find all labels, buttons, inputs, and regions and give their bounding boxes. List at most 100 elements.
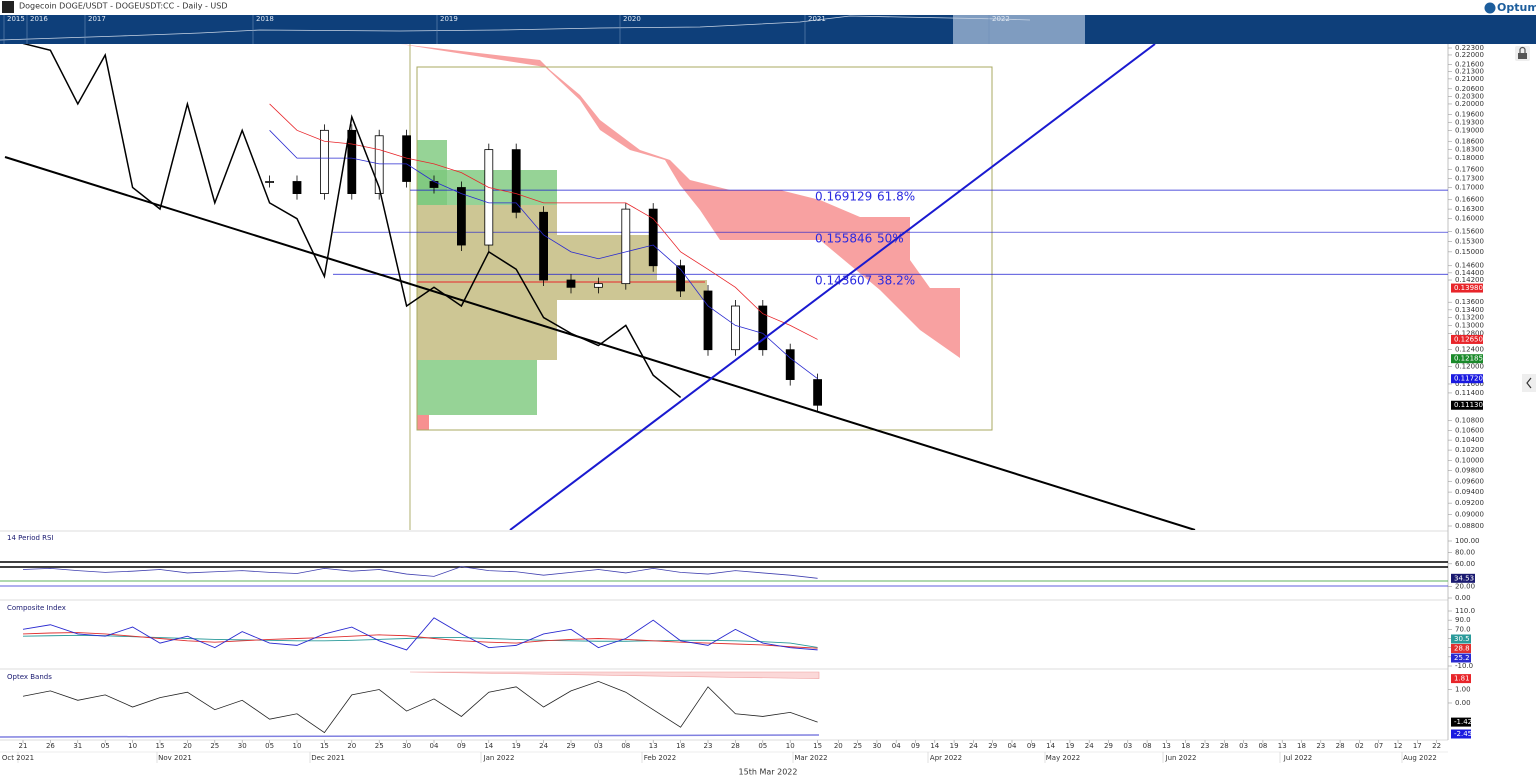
x-tick-label: 18 (1297, 742, 1306, 750)
navigator[interactable]: 2015 2016 2017 2018 2019 2020 2021 2022 (0, 15, 1536, 44)
x-tick-label: 07 (1374, 742, 1383, 750)
x-tick-label: 20 (347, 742, 356, 750)
price-tag-label: 0.13980 (1454, 284, 1483, 292)
candle (731, 305, 740, 351)
y-tick-label: 20.00 (1455, 583, 1475, 591)
candle (566, 279, 576, 288)
y-tick-label: 0.13200 (1455, 314, 1484, 322)
y-tick-label: 0.11600 (1455, 380, 1484, 388)
x-tick-label: 13 (1278, 742, 1287, 750)
x-tick-label: 23 (704, 742, 713, 750)
x-tick-label: 17 (1413, 742, 1422, 750)
x-tick-label: 28 (731, 742, 740, 750)
range-box (416, 66, 993, 431)
lock-icon[interactable] (1515, 46, 1530, 61)
x-tick-label: 23 (1201, 742, 1210, 750)
x-tick-label: 29 (988, 742, 997, 750)
month-label: Dec 2021 (311, 754, 345, 762)
y-tick-label: 0.22300 (1455, 44, 1484, 52)
x-tick-label: 19 (1065, 742, 1074, 750)
y-tick-label: 0.17300 (1455, 175, 1484, 183)
value-tag (1451, 717, 1471, 727)
y-tick-label: 0.16000 (1455, 215, 1484, 223)
x-tick-label: 15 (813, 742, 822, 750)
price-tag-label: 0.11130 (1454, 401, 1483, 409)
price-indicator-line (269, 103, 818, 340)
x-tick-label: 13 (649, 742, 658, 750)
y-tick-label: 0.14200 (1455, 276, 1484, 284)
x-tick-label: 28 (1220, 742, 1229, 750)
price-tag-label: 0.12650 (1454, 335, 1483, 343)
x-tick-label: 04 (892, 742, 901, 750)
price-tag (1451, 354, 1483, 364)
y-tick-label: 0.21000 (1455, 75, 1484, 83)
value-tag-label: 25.2 (1454, 654, 1470, 662)
x-tick-label: 05 (758, 742, 767, 750)
cursor-date: 15th Mar 2022 (739, 768, 798, 777)
composite-line (22, 634, 818, 648)
collapse-arrow[interactable] (1522, 374, 1536, 392)
year-label: 2019 (440, 15, 458, 23)
y-tick-label: 0.09000 (1455, 510, 1484, 518)
y-tick-label: 0.09200 (1455, 499, 1484, 507)
x-tick-label: 30 (238, 742, 247, 750)
candle (785, 349, 795, 380)
x-tick-label: 30 (872, 742, 881, 750)
y-tick-label: 0.09800 (1455, 467, 1484, 475)
x-tick-label: 03 (1239, 742, 1248, 750)
y-tick-label: 0.12000 (1455, 363, 1484, 371)
price-series (22, 44, 822, 412)
y-tick-label: 0.19000 (1455, 126, 1484, 134)
value-tag-label: -2.45 (1454, 730, 1472, 738)
candle (319, 129, 329, 194)
candle (347, 129, 357, 194)
month-label: Oct 2021 (2, 754, 34, 762)
price-indicator-line (269, 130, 818, 380)
value-tag (1451, 573, 1475, 583)
lagging-line (22, 44, 682, 399)
title-bar (0, 0, 1536, 15)
value-tag (1451, 674, 1471, 684)
candle (594, 283, 603, 288)
x-tick-label: 08 (621, 742, 630, 750)
x-tick-label: 28 (1336, 742, 1345, 750)
fib-ratio: 50% (877, 232, 904, 246)
price-tag (1451, 283, 1483, 293)
fib-price: 0.143607 (815, 274, 872, 288)
trendline-up[interactable] (509, 44, 1156, 530)
trendlines[interactable] (4, 44, 1196, 530)
value-tag-label: 30.5 (1454, 635, 1470, 643)
candle (456, 187, 466, 246)
candle (758, 305, 768, 351)
volume-profile (417, 140, 707, 430)
optex-low-band (0, 734, 820, 738)
x-tick-label: 09 (911, 742, 920, 750)
value-tag-label: 34.53 (1454, 574, 1474, 582)
y-tick-label: 0.15000 (1455, 248, 1484, 256)
menu-icon[interactable] (2, 1, 14, 13)
y-tick-label: 0.14400 (1455, 269, 1484, 277)
x-tick-label: 18 (1181, 742, 1190, 750)
y-tick-label: 80.00 (1455, 548, 1475, 556)
x-tick-label: 19 (950, 742, 959, 750)
y-tick-label: 0.21600 (1455, 60, 1484, 68)
price-tag (1451, 400, 1483, 410)
value-tag (1451, 729, 1471, 739)
price-panel: 0.169129 61.8% 0.155846 50% 0.143607 38.2% 0.… (4, 44, 1536, 740)
candle (648, 208, 658, 267)
price-tag-label: 0.11720 (1454, 375, 1483, 383)
x-tick-label: 03 (1123, 742, 1132, 750)
composite-panel: Composite Index110.090.070.050.030.010.0… (7, 604, 1475, 670)
y-tick-label: 0.21300 (1455, 68, 1484, 76)
x-tick-label: 31 (73, 742, 82, 750)
y-tick-label: 0.11400 (1455, 389, 1484, 397)
y-tick-label: 0.15600 (1455, 228, 1484, 236)
y-tick-label: 0.16600 (1455, 196, 1484, 204)
x-tick-label: 14 (930, 742, 939, 750)
y-tick-label: 0.17000 (1455, 184, 1484, 192)
trendline-down[interactable] (4, 156, 1196, 530)
y-tick-label: 0.19600 (1455, 110, 1484, 118)
x-tick-label: 14 (1046, 742, 1055, 750)
